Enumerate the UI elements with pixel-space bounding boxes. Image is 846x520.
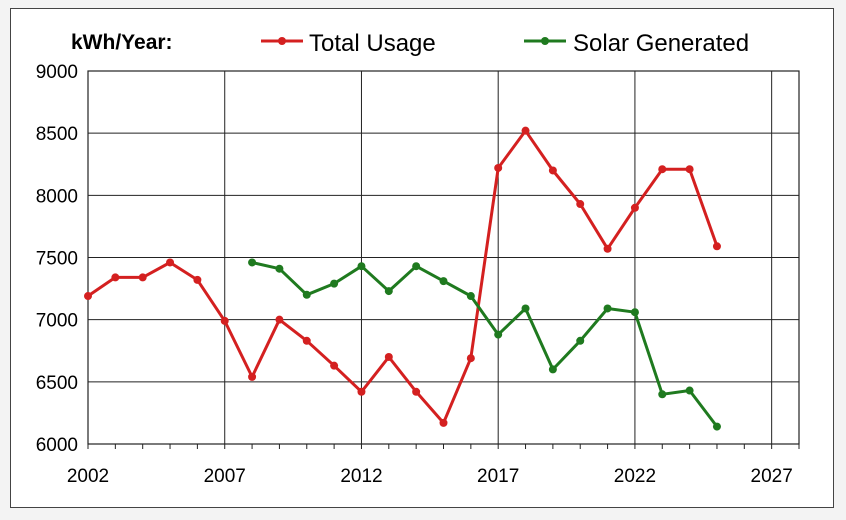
data-point-solar-generated (494, 330, 503, 339)
data-point-solar-generated (630, 308, 639, 317)
legend-label-solar-generated: Solar Generated (573, 30, 749, 57)
legend-label-total-usage: Total Usage (309, 30, 436, 57)
x-tick-label: 2012 (340, 466, 382, 487)
data-point-total-usage (193, 275, 202, 284)
data-point-total-usage (439, 418, 448, 427)
data-point-solar-generated (576, 336, 585, 345)
data-point-solar-generated (357, 262, 366, 271)
data-point-total-usage (84, 292, 92, 301)
legend-marker-total-usage (278, 37, 286, 45)
data-point-total-usage (712, 242, 721, 251)
data-point-total-usage (603, 244, 612, 253)
data-point-total-usage (658, 165, 667, 174)
data-point-total-usage (357, 387, 366, 396)
data-point-solar-generated (712, 422, 721, 431)
data-point-total-usage (166, 258, 175, 267)
data-point-total-usage (412, 387, 421, 396)
data-point-solar-generated (466, 292, 475, 301)
y-tick-label: 7000 (36, 311, 78, 332)
chart-title: kWh/Year: (71, 31, 173, 54)
y-tick-label: 9000 (36, 62, 78, 83)
chart-frame: 6000 6500 7000 7500 8000 8500 9000 2002 2007 2012… (10, 8, 834, 508)
data-point-total-usage (466, 354, 475, 363)
y-tick-label: 8500 (36, 124, 78, 145)
legend-marker-solar-generated (541, 37, 549, 45)
data-point-total-usage (548, 166, 557, 175)
x-tick-label: 2027 (751, 466, 793, 487)
data-point-solar-generated (330, 279, 339, 288)
series-layer (84, 126, 721, 431)
data-point-solar-generated (658, 390, 667, 399)
line-chart: 6000 6500 7000 7500 8000 8500 9000 2002 2007 2012… (36, 30, 800, 487)
y-tick-label: 6500 (36, 373, 78, 394)
x-tick-label: 2022 (614, 466, 656, 487)
legend: kWh/Year: Total Usage Solar Generated (71, 30, 749, 57)
data-point-total-usage (248, 372, 257, 381)
axis-layer: 6000 6500 7000 7500 8000 8500 9000 2002 2007 2012… (36, 62, 800, 487)
y-tick-label: 8000 (36, 186, 78, 207)
data-point-total-usage (630, 203, 639, 212)
x-tick-label: 2007 (204, 466, 246, 487)
data-point-total-usage (302, 336, 311, 345)
y-tick-label: 6000 (36, 435, 78, 456)
data-point-solar-generated (685, 386, 694, 395)
data-point-solar-generated (521, 304, 530, 313)
series-line-solar-generated (251, 261, 719, 428)
data-point-solar-generated (384, 287, 393, 296)
data-point-total-usage (275, 315, 284, 324)
data-point-total-usage (521, 126, 530, 135)
data-point-total-usage (384, 352, 393, 361)
data-point-total-usage (330, 361, 339, 370)
data-point-total-usage (138, 273, 147, 282)
data-point-solar-generated (302, 290, 311, 299)
data-point-solar-generated (439, 277, 448, 286)
data-point-total-usage (111, 273, 120, 282)
y-tick-label: 7500 (36, 249, 78, 270)
data-point-solar-generated (412, 262, 421, 271)
data-point-total-usage (576, 200, 585, 209)
data-point-solar-generated (248, 258, 257, 267)
series-line-total-usage (87, 129, 719, 425)
data-point-solar-generated (603, 304, 612, 313)
data-point-total-usage (685, 165, 694, 174)
data-point-solar-generated (548, 365, 557, 374)
x-tick-label: 2002 (67, 466, 109, 487)
data-point-solar-generated (275, 264, 284, 273)
data-point-total-usage (220, 316, 229, 325)
data-point-total-usage (494, 163, 503, 172)
x-tick-label: 2017 (477, 466, 519, 487)
